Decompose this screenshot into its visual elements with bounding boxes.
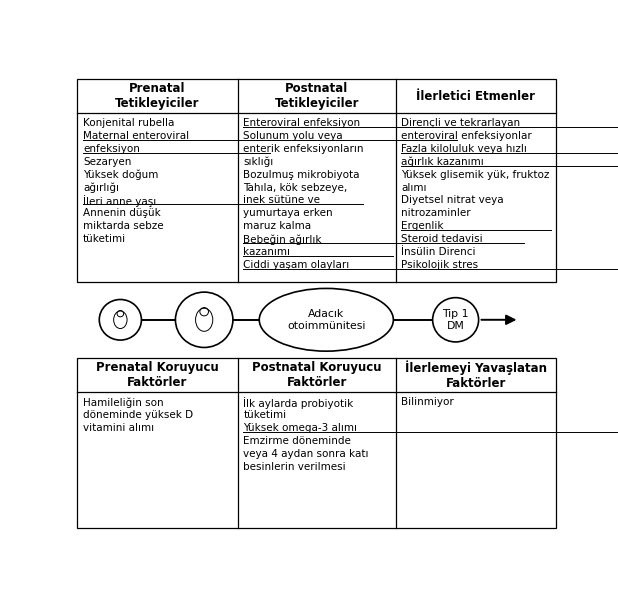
Text: İlk aylarda probiyotik: İlk aylarda probiyotik <box>243 397 353 409</box>
Text: Enteroviral enfeksiyon: Enteroviral enfeksiyon <box>243 118 360 128</box>
Text: ağırlığı: ağırlığı <box>83 183 119 193</box>
Text: Prenatal
Tetikleyiciler: Prenatal Tetikleyiciler <box>115 82 200 110</box>
Text: tüketimi: tüketimi <box>243 410 287 420</box>
Text: Hamileliğin son: Hamileliğin son <box>83 397 164 407</box>
Text: Steroid tedavisi: Steroid tedavisi <box>402 234 483 244</box>
Text: İnsülin Direnci: İnsülin Direnci <box>402 247 476 257</box>
Text: Ergenlik: Ergenlik <box>402 221 444 231</box>
Text: Dirençli ve tekrarlayan: Dirençli ve tekrarlayan <box>402 118 520 128</box>
Text: Emzirme döneminde: Emzirme döneminde <box>243 436 351 446</box>
Text: enfeksiyon: enfeksiyon <box>83 144 140 154</box>
Text: nitrozaminler: nitrozaminler <box>402 208 471 219</box>
Text: İlerletici Etmenler: İlerletici Etmenler <box>417 90 535 102</box>
Text: Psikolojik stres: Psikolojik stres <box>402 260 478 270</box>
Text: sıklığı: sıklığı <box>243 157 274 167</box>
Circle shape <box>99 300 142 340</box>
Text: Postnatal Koruyucu
Faktörler: Postnatal Koruyucu Faktörler <box>252 361 381 389</box>
Text: Fazla kiloluluk veya hızlı: Fazla kiloluluk veya hızlı <box>402 144 527 154</box>
Text: besinlerin verilmesi: besinlerin verilmesi <box>243 462 346 471</box>
Text: Bebeğin ağırlık: Bebeğin ağırlık <box>243 234 322 245</box>
Ellipse shape <box>260 289 394 351</box>
Text: maruz kalma: maruz kalma <box>243 221 311 231</box>
Text: Yüksek doğum: Yüksek doğum <box>83 170 158 180</box>
Text: Solunum yolu veya: Solunum yolu veya <box>243 131 343 141</box>
Text: inek sütüne ve: inek sütüne ve <box>243 195 321 205</box>
Text: Bozulmuş mikrobiyota: Bozulmuş mikrobiyota <box>243 170 360 180</box>
Text: Prenatal Koruyucu
Faktörler: Prenatal Koruyucu Faktörler <box>96 361 219 389</box>
Text: Yüksek glisemik yük, fruktoz: Yüksek glisemik yük, fruktoz <box>402 170 550 180</box>
Text: Konjenital rubella: Konjenital rubella <box>83 118 174 128</box>
Text: veya 4 aydan sonra katı: veya 4 aydan sonra katı <box>243 449 369 459</box>
Text: Maternal enteroviral: Maternal enteroviral <box>83 131 189 141</box>
Text: tüketimi: tüketimi <box>83 234 126 244</box>
Text: Postnatal
Tetikleyiciler: Postnatal Tetikleyiciler <box>274 82 359 110</box>
Text: Diyetsel nitrat veya: Diyetsel nitrat veya <box>402 195 504 205</box>
Text: İleri anne yaşı: İleri anne yaşı <box>83 195 156 207</box>
Text: yumurtaya erken: yumurtaya erken <box>243 208 333 219</box>
Text: Tahıla, kök sebzeye,: Tahıla, kök sebzeye, <box>243 183 348 192</box>
Text: Yüksek omega-3 alımı: Yüksek omega-3 alımı <box>243 423 357 433</box>
Text: enterik enfeksiyonların: enterik enfeksiyonların <box>243 144 364 154</box>
Text: Adacık
otoimmünitesi: Adacık otoimmünitesi <box>287 309 365 331</box>
Text: Ciddi yaşam olayları: Ciddi yaşam olayları <box>243 260 350 270</box>
Circle shape <box>433 298 478 342</box>
Text: ağırlık kazanımı: ağırlık kazanımı <box>402 157 485 167</box>
Text: Bilinmiyor: Bilinmiyor <box>402 397 454 407</box>
Text: Annenin düşük: Annenin düşük <box>83 208 161 219</box>
Text: enteroviral enfeksiyonlar: enteroviral enfeksiyonlar <box>402 131 532 141</box>
Text: vitamini alımı: vitamini alımı <box>83 423 154 433</box>
Circle shape <box>176 292 233 347</box>
Text: Sezaryen: Sezaryen <box>83 157 132 167</box>
Text: İlerlemeyi Yavaşlatan
Faktörler: İlerlemeyi Yavaşlatan Faktörler <box>405 361 547 390</box>
Text: Tip 1
DM: Tip 1 DM <box>442 309 469 331</box>
Text: döneminde yüksek D: döneminde yüksek D <box>83 410 193 420</box>
Text: miktarda sebze: miktarda sebze <box>83 221 164 231</box>
Text: alımı: alımı <box>402 183 427 192</box>
Text: kazanımı: kazanımı <box>243 247 290 257</box>
